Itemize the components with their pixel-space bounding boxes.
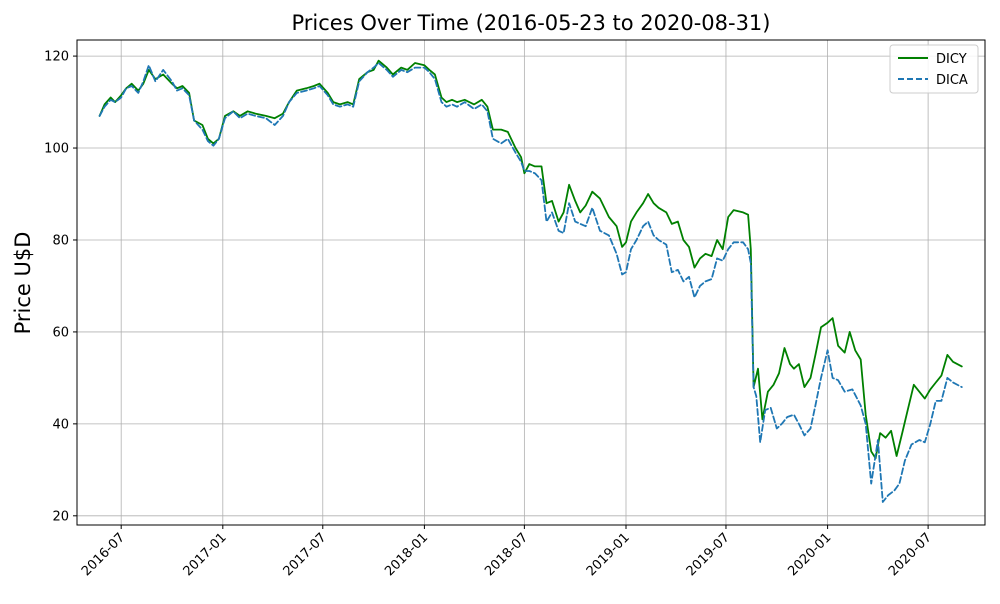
plot-frame [76, 39, 986, 526]
y-tick-label: 120 [44, 50, 69, 65]
grid [77, 40, 985, 525]
y-tick-label: 80 [52, 233, 69, 248]
y-tick-label: 40 [52, 417, 69, 432]
y-tick-label: 100 [44, 142, 69, 157]
legend-label-dicy: DICY [936, 52, 967, 67]
series-layer [98, 59, 963, 503]
y-tick-label: 20 [52, 509, 69, 524]
series-line-dicy [98, 59, 963, 460]
legend: DICY DICA [889, 44, 979, 94]
chart-title: Prices Over Time (2016-05-23 to 2020-08-… [291, 11, 770, 35]
y-tick-label: 60 [52, 325, 69, 340]
legend-label-dica: DICA [936, 73, 968, 88]
y-axis-label: Price U$D [11, 232, 35, 335]
series-line-dica [98, 62, 963, 503]
